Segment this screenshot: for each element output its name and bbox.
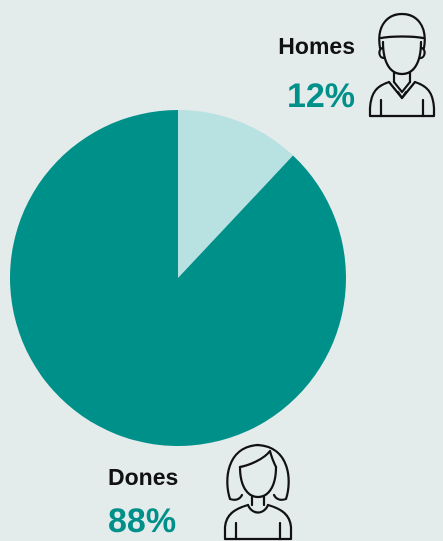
dones-label: Dones — [108, 464, 179, 490]
pie-slice-dones — [9, 110, 346, 446]
homes-percent-label: 12% — [286, 77, 355, 115]
pie-slice-homes — [178, 110, 293, 278]
man-avatar-icon — [368, 12, 436, 118]
woman-avatar-icon — [223, 443, 293, 541]
homes-label: Homes — [278, 33, 355, 59]
dones-percent-label: 88% — [108, 502, 177, 540]
